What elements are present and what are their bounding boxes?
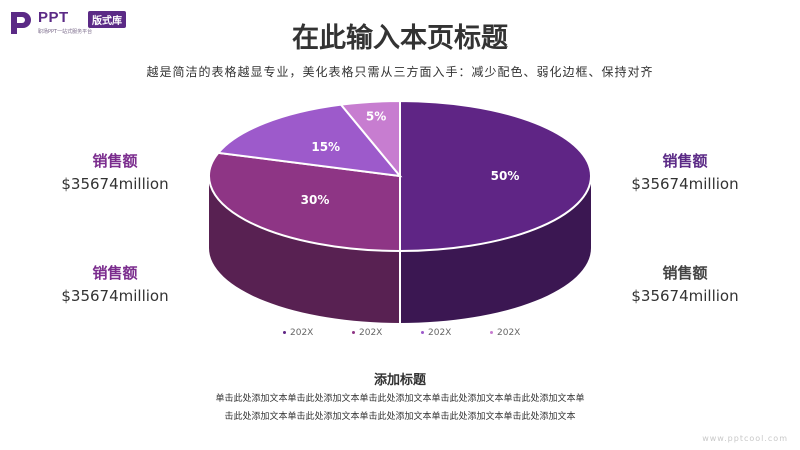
page-subtitle: 越是简洁的表格越显专业，美化表格只需从三方面入手：减少配色、弱化边框、保持对齐 — [146, 65, 654, 79]
stat-value: $35674million — [631, 175, 739, 193]
stat-top-right: 销售额 $35674million — [610, 150, 760, 193]
brand-name: PPT — [38, 9, 69, 26]
chart-legend: 202X 202X 202X 202X — [0, 328, 800, 342]
pie-tops — [208, 100, 592, 253]
brand-tagline: 职场PPT一站式服务平台 — [38, 29, 93, 35]
legend-label: 202X — [359, 328, 383, 338]
section-body-line: 单击此处添加文本单击此处添加文本单击此处添加文本单击此处添加文本单击此处添加文本… — [215, 394, 585, 404]
pie-sides — [209, 176, 591, 323]
pie-slice — [208, 151, 401, 253]
brand-logo-icon — [11, 12, 31, 34]
legend-label: 202X — [290, 328, 314, 338]
stat-bottom-left: 销售额 $35674million — [40, 262, 190, 305]
legend-item: 202X — [352, 328, 382, 338]
legend-swatch — [283, 331, 286, 334]
legend-label: 202X — [497, 328, 521, 338]
pie-slice-label: 50% — [491, 169, 520, 183]
pie-chart: 50% 30% 15% 5% — [208, 100, 592, 323]
stat-value: $35674million — [61, 287, 169, 305]
stat-label: 销售额 — [662, 152, 708, 170]
pie-slice-label: 5% — [366, 110, 386, 124]
stat-label: 销售额 — [92, 152, 138, 170]
stat-bottom-right: 销售额 $35674million — [610, 262, 760, 305]
pie-slice-side — [400, 176, 591, 323]
legend-swatch — [352, 331, 355, 334]
legend-label: 202X — [428, 328, 452, 338]
section-body: 单击此处添加文本单击此处添加文本单击此处添加文本单击此处添加文本单击此处添加文本… — [150, 390, 650, 426]
brand-badge: 版式库 — [88, 11, 126, 28]
pie-slice — [339, 100, 401, 179]
pie-slice-label: 30% — [301, 193, 330, 207]
section-body-line: 击此处添加文本单击此处添加文本单击此处添加文本单击此处添加文本单击此处添加文本 — [224, 412, 576, 422]
watermark: www.pptcool.com — [702, 434, 788, 443]
pie-slice — [399, 100, 592, 253]
pie-slice-label: 15% — [311, 140, 340, 154]
section-title: 添加标题 — [373, 373, 426, 388]
pie-slice-side — [209, 176, 400, 323]
brand-logo: PPT 版式库 职场PPT一站式服务平台 — [8, 8, 158, 38]
legend-swatch — [490, 331, 493, 334]
legend-item: 202X — [283, 328, 313, 338]
stat-value: $35674million — [631, 287, 739, 305]
legend-swatch — [421, 331, 424, 334]
legend-item: 202X — [421, 328, 451, 338]
stat-top-left: 销售额 $35674million — [40, 150, 190, 193]
stat-value: $35674million — [61, 175, 169, 193]
page-title: 在此输入本页标题 — [292, 23, 508, 54]
stat-label: 销售额 — [92, 264, 138, 282]
legend-item: 202X — [490, 328, 520, 338]
stat-label: 销售额 — [662, 264, 708, 282]
pie-labels: 50% 30% 15% 5% — [301, 110, 520, 208]
